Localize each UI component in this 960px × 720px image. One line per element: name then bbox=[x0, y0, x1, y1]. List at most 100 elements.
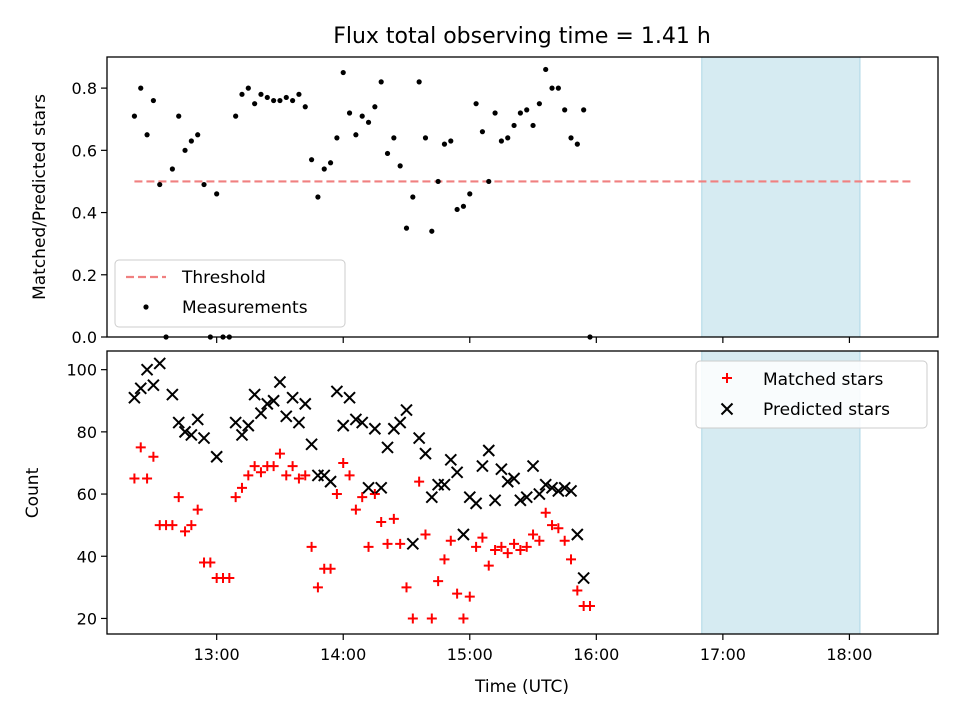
measurement-point bbox=[448, 138, 454, 144]
measurement-point bbox=[473, 101, 479, 107]
matched-star-point bbox=[566, 554, 577, 565]
y-tick-label: 0.2 bbox=[72, 266, 97, 285]
predicted-star-point bbox=[273, 375, 287, 389]
legend-measurement-label: Measurements bbox=[182, 298, 308, 318]
measurement-point bbox=[435, 178, 441, 185]
x-tick-label: 18:00 bbox=[826, 645, 872, 664]
chart-title: Flux total observing time = 1.41 h bbox=[333, 24, 711, 49]
y-tick-label: 20 bbox=[77, 609, 97, 628]
matched-star-point bbox=[452, 588, 463, 599]
measurement-point bbox=[302, 104, 308, 110]
matched-star-point bbox=[325, 563, 336, 574]
measurement-point bbox=[258, 91, 264, 97]
matched-star-point bbox=[584, 601, 595, 612]
measurement-point bbox=[365, 119, 372, 125]
x-tick-label: 16:00 bbox=[573, 645, 619, 664]
matched-star-point bbox=[572, 585, 583, 596]
measurement-point bbox=[290, 97, 296, 104]
matched-star-point bbox=[205, 557, 216, 568]
matched-star-point bbox=[230, 492, 241, 503]
bottom-y-ticks: 20 40 60 80 100 bbox=[66, 361, 107, 628]
top-axes-frame bbox=[106, 56, 939, 338]
measurement-point bbox=[498, 138, 505, 144]
measurement-point bbox=[296, 91, 302, 97]
measurement-point bbox=[524, 107, 530, 113]
measurement-point bbox=[479, 129, 486, 135]
matched-star-point bbox=[281, 470, 292, 481]
legend-box bbox=[695, 360, 928, 429]
measurement-point bbox=[308, 157, 315, 163]
predicted-star-point bbox=[362, 481, 375, 495]
matched-star-point bbox=[458, 613, 469, 624]
bottom-y-axis-label: Count bbox=[23, 467, 43, 518]
predicted-star-point bbox=[178, 425, 192, 439]
measurement-point bbox=[391, 135, 397, 141]
y-tick-label: 0.6 bbox=[72, 141, 97, 160]
matched-star-point bbox=[274, 448, 285, 459]
matched-star-point bbox=[540, 507, 551, 518]
measurement-point bbox=[460, 203, 467, 209]
matched-star-point bbox=[407, 613, 418, 624]
matched-star-point bbox=[300, 470, 311, 481]
matched-star-point bbox=[502, 548, 513, 559]
predicted-star-point bbox=[153, 357, 166, 370]
predicted-star-point bbox=[261, 397, 274, 411]
predicted-star-point bbox=[400, 403, 413, 417]
matched-star-point bbox=[173, 492, 184, 503]
predicted-star-point bbox=[406, 537, 420, 551]
predicted-star-point bbox=[254, 406, 268, 420]
predicted-star-point bbox=[488, 494, 502, 507]
matched-star-point bbox=[426, 613, 437, 624]
x-tick-label: 13:00 bbox=[194, 645, 240, 664]
matched-star-point bbox=[369, 489, 380, 500]
predicted-star-point bbox=[476, 459, 489, 473]
matched-star-point bbox=[312, 582, 323, 593]
legend-matched-label: Matched stars bbox=[763, 370, 883, 390]
matched-star-point bbox=[224, 573, 235, 584]
bottom-x-ticks: 13:00 14:00 15:00 16:00 17:00 18:00 bbox=[194, 634, 872, 664]
predicted-star-point bbox=[501, 475, 514, 488]
matched-star-point bbox=[148, 451, 159, 462]
matched-star-point bbox=[192, 504, 203, 515]
predicted-star-point bbox=[166, 388, 179, 401]
measurement-point bbox=[429, 228, 435, 234]
y-tick-label: 60 bbox=[77, 485, 97, 504]
predicted-star-point bbox=[242, 419, 255, 432]
measurement-point bbox=[334, 135, 340, 141]
shaded-interval bbox=[701, 56, 861, 338]
matched-star-point bbox=[433, 576, 444, 587]
x-tick-label: 17:00 bbox=[700, 645, 746, 664]
predicted-star-point bbox=[374, 481, 388, 495]
measurement-point bbox=[441, 141, 448, 147]
predicted-star-point bbox=[280, 410, 293, 423]
measurement-point bbox=[271, 97, 277, 104]
matched-star-point bbox=[471, 541, 482, 552]
measurement-point bbox=[581, 107, 587, 113]
measurement-point bbox=[176, 113, 182, 119]
predicted-star-point bbox=[292, 416, 306, 429]
matched-star-point bbox=[439, 554, 450, 565]
matched-star-point bbox=[376, 517, 387, 528]
predicted-star-point bbox=[330, 385, 344, 398]
measurement-point bbox=[403, 225, 410, 231]
predicted-star-point bbox=[514, 494, 527, 507]
predicted-star-point bbox=[197, 431, 211, 445]
measurement-point bbox=[346, 110, 353, 116]
predicted-star-point bbox=[577, 571, 590, 585]
predicted-star-point bbox=[539, 478, 552, 491]
predicted-star-point bbox=[438, 478, 451, 491]
matched-star-point bbox=[363, 541, 374, 552]
predicted-star-point bbox=[147, 379, 160, 392]
measurement-point bbox=[157, 181, 163, 188]
matched-star-point bbox=[553, 523, 564, 534]
legend-predicted-label: Predicted stars bbox=[763, 400, 890, 420]
measurement-point bbox=[454, 206, 460, 213]
matched-star-point bbox=[382, 538, 393, 549]
y-tick-label: 40 bbox=[77, 547, 97, 566]
matched-star-point bbox=[180, 526, 191, 537]
y-tick-label: 0.4 bbox=[72, 204, 97, 223]
predicted-star-point bbox=[185, 428, 198, 442]
measurement-point bbox=[150, 97, 157, 104]
matched-star-point bbox=[547, 520, 558, 531]
predicted-star-point bbox=[134, 382, 147, 395]
